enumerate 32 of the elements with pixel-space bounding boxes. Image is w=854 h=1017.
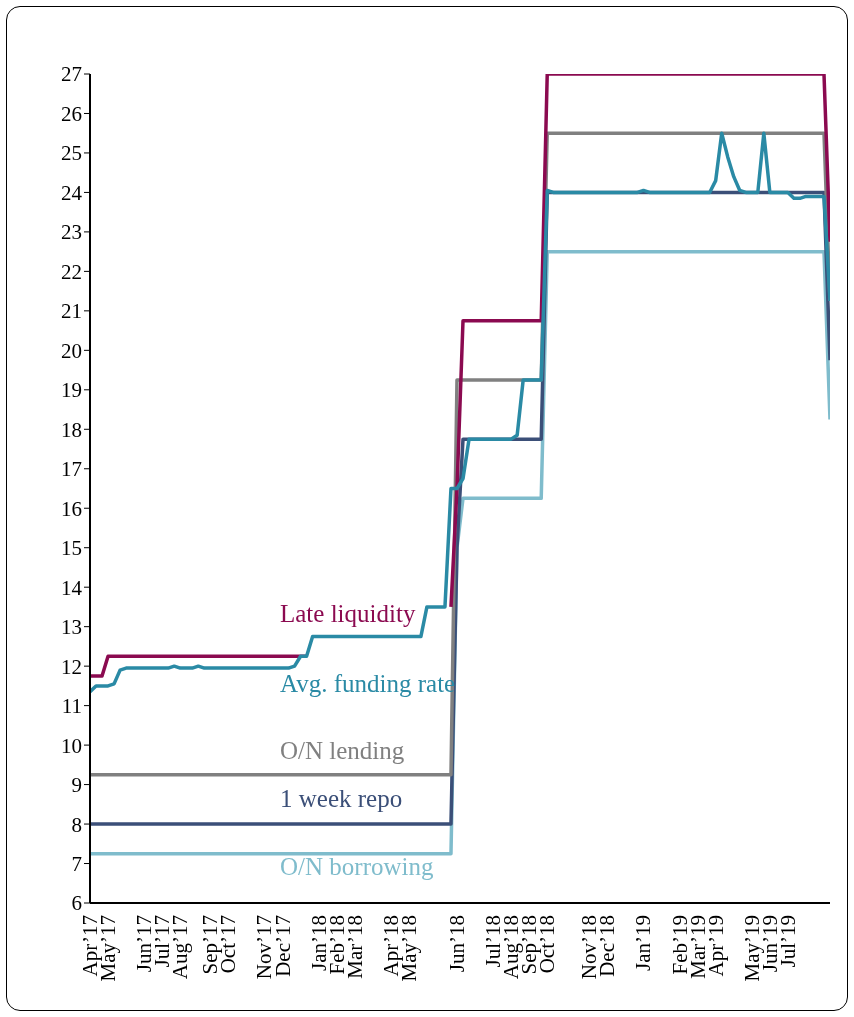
x-tick-label: Jan’18: [306, 915, 331, 971]
y-tick-label: 15: [61, 536, 82, 561]
series-label: Late liquidity: [280, 600, 416, 628]
y-tick-label: 18: [61, 417, 82, 442]
x-tick-label: Jun’18: [444, 915, 469, 973]
y-tick-label: 13: [61, 615, 82, 640]
y-tick-label: 19: [61, 378, 82, 403]
x-tick-label: Aug’17: [168, 915, 193, 980]
y-tick-label: 12: [61, 654, 82, 679]
y-tick-label: 24: [61, 180, 83, 205]
y-tick-label: 10: [61, 733, 82, 758]
y-tick-label: 17: [61, 457, 82, 482]
y-tick-label: 27: [61, 62, 82, 87]
y-tick-label: 14: [61, 575, 83, 600]
series-label: O/N lending: [280, 737, 405, 765]
y-tick-label: 7: [71, 851, 82, 876]
y-tick-label: 26: [61, 101, 82, 126]
y-tick-label: 22: [61, 259, 82, 284]
y-tick-label: 8: [71, 812, 82, 837]
y-tick-label: 16: [61, 496, 82, 521]
y-tick-label: 11: [61, 694, 82, 719]
y-tick-label: 21: [61, 299, 82, 324]
y-tick-label: 25: [61, 141, 82, 166]
series-label: 1 week repo: [280, 785, 403, 813]
y-tick-label: 23: [61, 220, 82, 245]
y-tick-label: 6: [71, 891, 82, 916]
x-tick-label: Dec’18: [595, 915, 620, 977]
x-tick-label: Feb’19: [667, 915, 692, 975]
x-tick-label: Jan’19: [631, 915, 656, 971]
y-tick-label: 9: [71, 773, 82, 798]
series-label: O/N borrowing: [280, 853, 434, 881]
y-tick-label: 20: [61, 338, 82, 363]
